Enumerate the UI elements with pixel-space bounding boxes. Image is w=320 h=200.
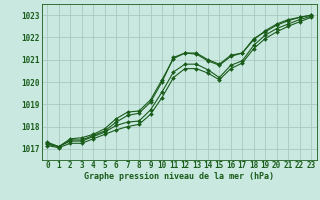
X-axis label: Graphe pression niveau de la mer (hPa): Graphe pression niveau de la mer (hPa) (84, 172, 274, 181)
